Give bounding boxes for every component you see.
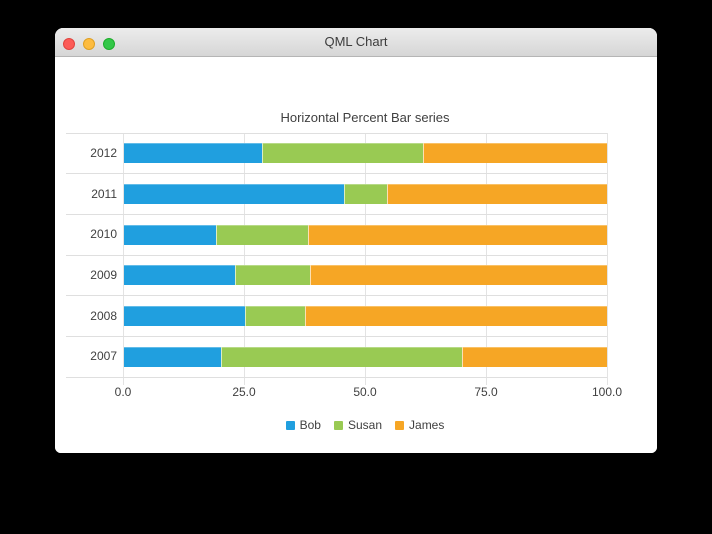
y-axis-label: 2010 xyxy=(90,227,117,242)
gridline-horizontal xyxy=(66,254,607,256)
legend-item-james: James xyxy=(395,418,444,432)
gridline-horizontal xyxy=(66,132,607,134)
x-axis-label: 100.0 xyxy=(591,385,623,399)
bar-segment-james xyxy=(308,224,607,245)
close-button[interactable] xyxy=(63,38,75,50)
bar-row xyxy=(124,265,607,286)
bar-segment-james xyxy=(309,265,607,286)
bar-segment-bob xyxy=(124,306,245,326)
bar-segment-james xyxy=(387,184,607,204)
traffic-lights xyxy=(63,38,115,50)
chart-legend: Bob Susan James xyxy=(123,418,607,432)
bar-row xyxy=(124,224,607,245)
y-axis-label: 2009 xyxy=(90,268,117,282)
bar-segment-bob xyxy=(124,346,221,367)
bar-row xyxy=(124,184,607,204)
gridline-horizontal xyxy=(66,295,607,297)
chart-canvas: Horizontal Percent Bar series 2012 2011 20… xyxy=(55,57,657,453)
gridline-vertical xyxy=(364,133,366,385)
legend-label: Susan xyxy=(347,418,383,432)
x-axis-label: 25.0 xyxy=(232,385,256,399)
bar-segment-susan xyxy=(262,143,423,164)
window-titlebar[interactable]: QML Chart xyxy=(55,28,657,57)
legend-marker-icon xyxy=(333,420,343,430)
gridline-vertical xyxy=(122,133,124,385)
plot-area: 2012 2011 2010 2009 2008 2007 0.0 25.0 50.0 75.0 1… xyxy=(66,132,622,399)
gridline-horizontal xyxy=(66,213,607,215)
bar-segment-susan xyxy=(343,184,388,204)
legend-marker-icon xyxy=(395,420,405,430)
gridline-horizontal xyxy=(66,173,607,175)
bar-segment-susan xyxy=(220,346,463,367)
gridline-vertical xyxy=(485,133,487,385)
bar-segment-bob xyxy=(124,184,344,204)
chart-title: Horizontal Percent Bar series xyxy=(280,110,450,125)
app-window: QML Chart Horizontal Percent Bar series … xyxy=(55,28,657,453)
gridline-horizontal xyxy=(66,376,607,378)
bar-segment-james xyxy=(422,143,607,164)
zoom-button[interactable] xyxy=(103,38,115,50)
gridline-vertical xyxy=(243,133,245,385)
gridline-horizontal xyxy=(66,335,607,337)
y-axis-label: 2007 xyxy=(90,349,117,364)
bar-segment-james xyxy=(462,346,607,367)
minimize-button[interactable] xyxy=(83,38,95,50)
bar-segment-james xyxy=(305,306,607,326)
bar-row xyxy=(124,306,607,326)
y-axis-label: 2011 xyxy=(91,186,117,201)
window-title: QML Chart xyxy=(324,34,388,49)
y-axis-label: 2012 xyxy=(90,146,117,160)
legend-marker-icon xyxy=(285,420,295,430)
y-axis-label: 2008 xyxy=(90,308,117,323)
x-axis-label: 0.0 xyxy=(114,385,132,399)
legend-item-susan: Susan xyxy=(333,418,383,432)
x-axis-label: 50.0 xyxy=(353,385,377,399)
bar-segment-bob xyxy=(124,143,262,164)
legend-label: James xyxy=(409,418,445,432)
gridline-vertical xyxy=(606,133,608,385)
x-axis-label: 75.0 xyxy=(474,385,498,399)
bar-segment-bob xyxy=(124,224,216,245)
bar-row xyxy=(124,346,607,367)
bar-segment-bob xyxy=(124,265,236,286)
bar-row xyxy=(124,143,607,164)
bar-segment-susan xyxy=(235,265,310,286)
legend-label: Bob xyxy=(299,418,321,432)
bar-segment-susan xyxy=(216,224,308,245)
legend-item-bob: Bob xyxy=(285,418,321,432)
bar-segment-susan xyxy=(244,306,306,326)
